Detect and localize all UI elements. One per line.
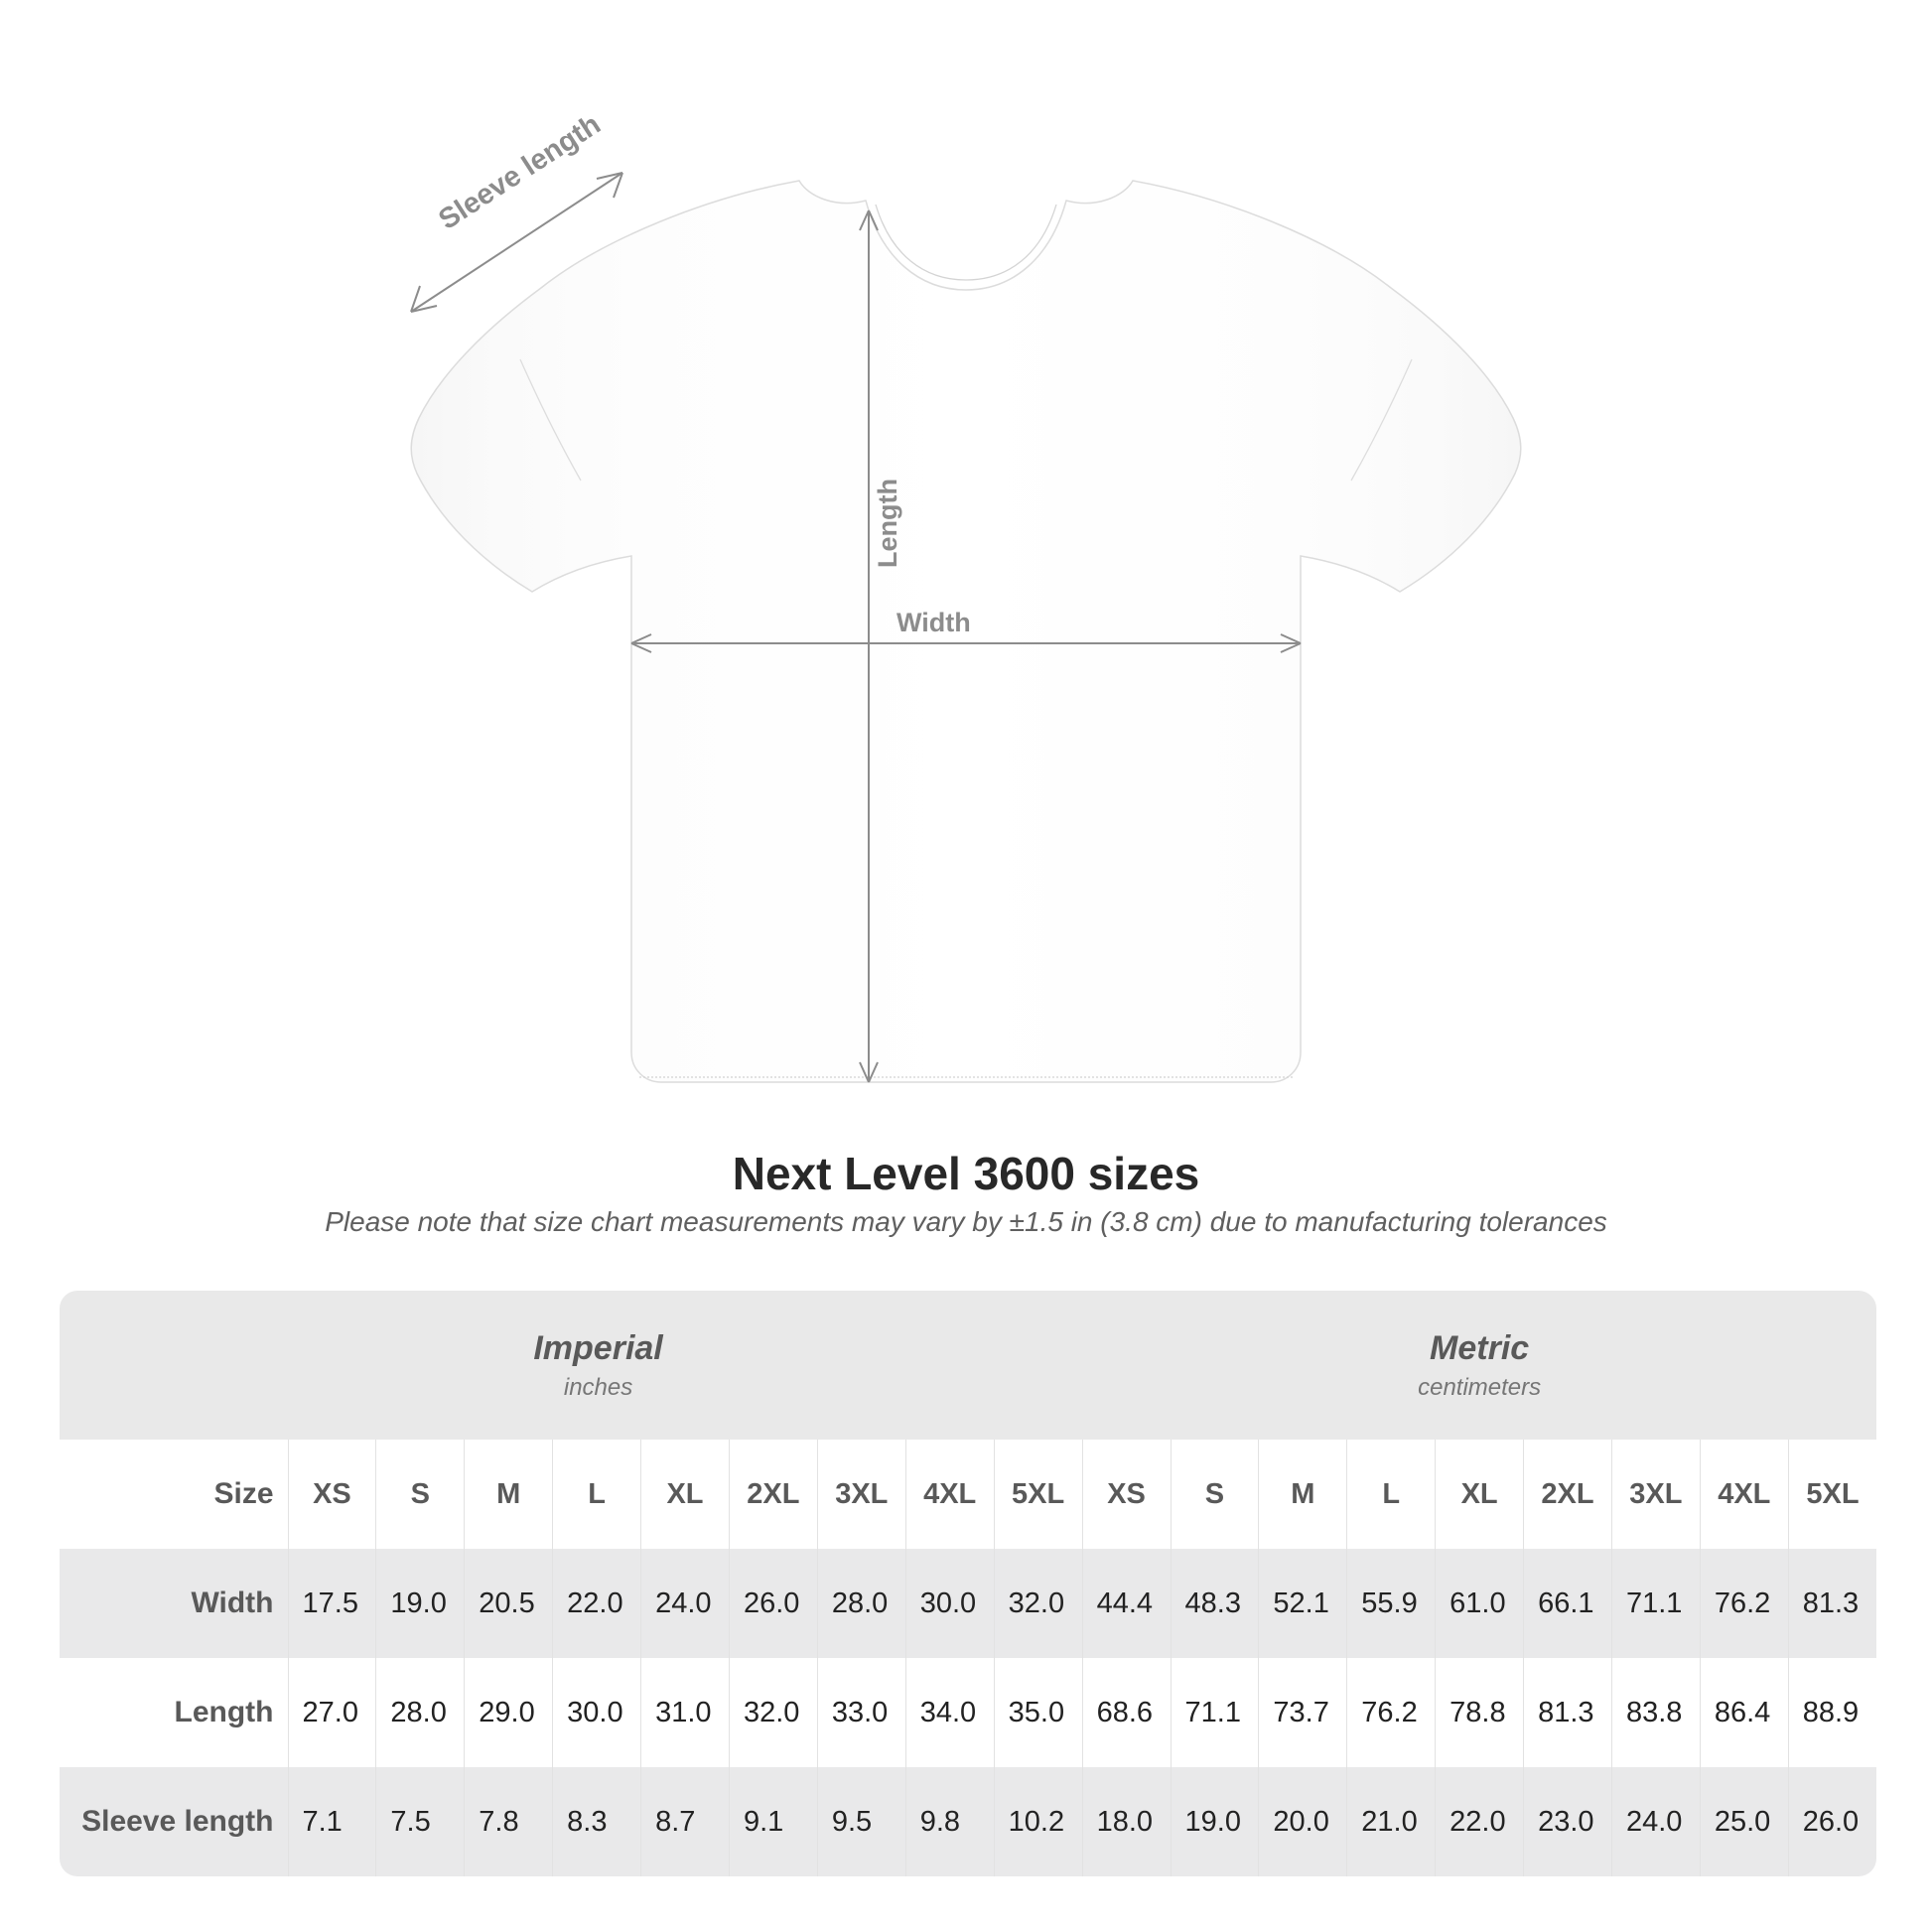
svg-text:Length: Length [873, 479, 902, 568]
svg-text:Sleeve length: Sleeve length [433, 108, 606, 236]
svg-text:Width: Width [897, 608, 971, 637]
